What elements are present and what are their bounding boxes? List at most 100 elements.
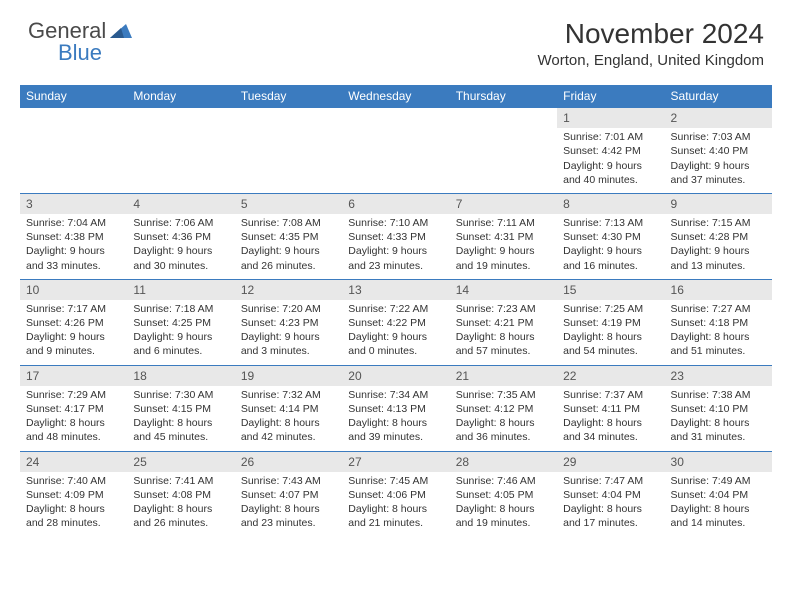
sunset-text: Sunset: 4:33 PM [348,230,443,244]
sunrise-text: Sunrise: 7:30 AM [133,388,228,402]
daylight-text: Daylight: 8 hours and 19 minutes. [456,502,551,530]
calendar-table: Sunday Monday Tuesday Wednesday Thursday… [20,85,772,536]
day-number: 9 [665,194,772,214]
day-number: 12 [235,280,342,300]
daylight-text: Daylight: 9 hours and 3 minutes. [241,330,336,358]
sunset-text: Sunset: 4:10 PM [671,402,766,416]
daylight-text: Daylight: 9 hours and 37 minutes. [671,159,766,187]
daylight-text: Daylight: 8 hours and 57 minutes. [456,330,551,358]
sunset-text: Sunset: 4:15 PM [133,402,228,416]
day-cell: 5Sunrise: 7:08 AMSunset: 4:35 PMDaylight… [235,193,342,279]
title-block: November 2024 Worton, England, United Ki… [537,18,764,69]
day-number: 3 [20,194,127,214]
daylight-text: Daylight: 9 hours and 9 minutes. [26,330,121,358]
daylight-text: Daylight: 8 hours and 36 minutes. [456,416,551,444]
daylight-text: Daylight: 9 hours and 26 minutes. [241,244,336,272]
sunset-text: Sunset: 4:08 PM [133,488,228,502]
sunset-text: Sunset: 4:07 PM [241,488,336,502]
sunset-text: Sunset: 4:04 PM [563,488,658,502]
daylight-text: Daylight: 9 hours and 40 minutes. [563,159,658,187]
day-number: 7 [450,194,557,214]
daylight-text: Daylight: 8 hours and 21 minutes. [348,502,443,530]
day-header: Sunday [20,85,127,108]
day-cell: 29Sunrise: 7:47 AMSunset: 4:04 PMDayligh… [557,451,664,536]
sunset-text: Sunset: 4:06 PM [348,488,443,502]
sunrise-text: Sunrise: 7:03 AM [671,130,766,144]
day-cell: 18Sunrise: 7:30 AMSunset: 4:15 PMDayligh… [127,365,234,451]
sunrise-text: Sunrise: 7:13 AM [563,216,658,230]
day-number: 1 [557,108,664,128]
sunrise-text: Sunrise: 7:37 AM [563,388,658,402]
sunrise-text: Sunrise: 7:47 AM [563,474,658,488]
sunset-text: Sunset: 4:35 PM [241,230,336,244]
day-header: Monday [127,85,234,108]
day-number: 13 [342,280,449,300]
day-number: 6 [342,194,449,214]
daylight-text: Daylight: 9 hours and 30 minutes. [133,244,228,272]
day-number: 29 [557,452,664,472]
daylight-text: Daylight: 8 hours and 28 minutes. [26,502,121,530]
sunrise-text: Sunrise: 7:40 AM [26,474,121,488]
daylight-text: Daylight: 8 hours and 51 minutes. [671,330,766,358]
daylight-text: Daylight: 9 hours and 16 minutes. [563,244,658,272]
day-cell: 15 Sunrise: 7:25 AMSunset: 4:19 PMDayligh… [557,279,664,365]
day-number: 10 [20,280,127,300]
day-number: 22 [557,366,664,386]
day-number: 18 [127,366,234,386]
day-number: 23 [665,366,772,386]
daylight-text: Daylight: 8 hours and 34 minutes. [563,416,658,444]
sunrise-text: Sunrise: 7:45 AM [348,474,443,488]
sunset-text: Sunset: 4:36 PM [133,230,228,244]
day-number: 28 [450,452,557,472]
day-number: 20 [342,366,449,386]
sunset-text: Sunset: 4:19 PM [563,316,658,330]
sunrise-text: Sunrise: 7:18 AM [133,302,228,316]
sunset-text: Sunset: 4:13 PM [348,402,443,416]
daylight-text: Daylight: 9 hours and 13 minutes. [671,244,766,272]
day-cell: 3Sunrise: 7:04 AMSunset: 4:38 PMDaylight… [20,193,127,279]
day-number: 2 [665,108,772,128]
day-cell [127,108,234,194]
sunrise-text: Sunrise: 7:32 AM [241,388,336,402]
day-number: 26 [235,452,342,472]
day-header: Thursday [450,85,557,108]
sunset-text: Sunset: 4:42 PM [563,144,658,158]
daylight-text: Daylight: 8 hours and 31 minutes. [671,416,766,444]
daylight-text: Daylight: 9 hours and 33 minutes. [26,244,121,272]
daylight-text: Daylight: 8 hours and 48 minutes. [26,416,121,444]
sunrise-text: Sunrise: 7:35 AM [456,388,551,402]
day-cell: 12Sunrise: 7:20 AMSunset: 4:23 PMDayligh… [235,279,342,365]
day-cell: 11Sunrise: 7:18 AMSunset: 4:25 PMDayligh… [127,279,234,365]
day-cell: 6Sunrise: 7:10 AMSunset: 4:33 PMDaylight… [342,193,449,279]
sunrise-text: Sunrise: 7:29 AM [26,388,121,402]
day-cell: 1Sunrise: 7:01 AMSunset: 4:42 PMDaylight… [557,108,664,194]
day-cell: 26Sunrise: 7:43 AMSunset: 4:07 PMDayligh… [235,451,342,536]
month-title: November 2024 [537,18,764,50]
sunset-text: Sunset: 4:09 PM [26,488,121,502]
sunrise-text: Sunrise: 7:25 AM [563,302,658,316]
day-cell: 25Sunrise: 7:41 AMSunset: 4:08 PMDayligh… [127,451,234,536]
sunset-text: Sunset: 4:38 PM [26,230,121,244]
sunrise-text: Sunrise: 7:15 AM [671,216,766,230]
daylight-text: Daylight: 8 hours and 54 minutes. [563,330,658,358]
sunset-text: Sunset: 4:14 PM [241,402,336,416]
day-cell: 7Sunrise: 7:11 AMSunset: 4:31 PMDaylight… [450,193,557,279]
day-cell: 28Sunrise: 7:46 AMSunset: 4:05 PMDayligh… [450,451,557,536]
daylight-text: Daylight: 8 hours and 42 minutes. [241,416,336,444]
day-number: 14 [450,280,557,300]
day-cell: 22Sunrise: 7:37 AMSunset: 4:11 PMDayligh… [557,365,664,451]
day-cell [450,108,557,194]
day-cell [235,108,342,194]
sunset-text: Sunset: 4:28 PM [671,230,766,244]
day-cell: 13Sunrise: 7:22 AMSunset: 4:22 PMDayligh… [342,279,449,365]
day-number: 21 [450,366,557,386]
day-cell: 24Sunrise: 7:40 AMSunset: 4:09 PMDayligh… [20,451,127,536]
sunset-text: Sunset: 4:04 PM [671,488,766,502]
day-number: 5 [235,194,342,214]
sunset-text: Sunset: 4:31 PM [456,230,551,244]
sunrise-text: Sunrise: 7:41 AM [133,474,228,488]
day-number: 16 [665,280,772,300]
sunset-text: Sunset: 4:21 PM [456,316,551,330]
day-number: 15 [557,280,664,300]
daylight-text: Daylight: 8 hours and 14 minutes. [671,502,766,530]
